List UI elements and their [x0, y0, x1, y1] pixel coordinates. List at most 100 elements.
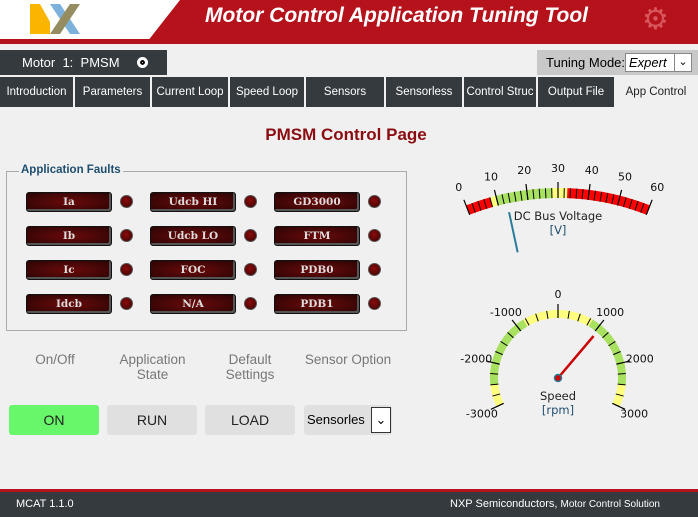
- tab-parameters[interactable]: Parameters: [75, 77, 152, 107]
- dc_gauge-major-tick: [493, 189, 499, 206]
- speed_gauge-title: Speed: [540, 389, 576, 403]
- speed_gauge-minor-tick: [507, 332, 514, 339]
- chevron-down-icon[interactable]: ⌄: [371, 407, 391, 433]
- page-title: PMSM Control Page: [265, 125, 427, 144]
- fault-button-udcb-hi[interactable]: Udcb HI: [150, 192, 236, 212]
- dc_gauge-unit: [V]: [550, 223, 567, 237]
- speed_gauge-tick-label: 2000: [626, 353, 654, 366]
- gears-icon: ⚙: [642, 3, 669, 36]
- fault-led-icon: [120, 229, 133, 242]
- dc_gauge-minor-tick: [483, 199, 488, 209]
- tab-output-file[interactable]: Output File: [538, 77, 616, 107]
- dc_gauge-major-tick: [587, 183, 591, 200]
- fault-button-ia[interactable]: Ia: [26, 192, 112, 212]
- tuning-mode-select[interactable]: Expert ⌄: [625, 53, 692, 72]
- speed-needle-pivot: [553, 373, 563, 383]
- sensor-option-select[interactable]: Sensorles ⌄: [304, 405, 392, 435]
- speed_gauge-band: [588, 319, 626, 385]
- faults-title: Application Faults: [19, 164, 123, 176]
- dc_gauge-minor-tick: [587, 189, 590, 200]
- fault-led-icon: [244, 229, 257, 242]
- run-button[interactable]: RUN: [107, 405, 197, 435]
- fault-button-gd3000[interactable]: GD3000: [274, 192, 360, 212]
- fault-button-foc[interactable]: FOC: [150, 260, 236, 280]
- dc_gauge-minor-tick: [477, 200, 482, 211]
- speed_gauge-minor-tick: [515, 324, 522, 332]
- speed_gauge-minor-tick: [594, 324, 601, 332]
- tab-sensors[interactable]: Sensors: [306, 77, 386, 107]
- dc_gauge-minor-tick: [628, 199, 633, 209]
- fault-button-ic[interactable]: Ic: [26, 260, 112, 280]
- dc_gauge-major-tick: [463, 199, 471, 215]
- tuning-mode: Tuning Mode: Expert ⌄: [537, 50, 698, 75]
- tab-current-loop[interactable]: Current Loop: [152, 77, 230, 107]
- speed_gauge-tick-label: 0: [555, 288, 562, 301]
- speed_gauge-major-tick: [594, 319, 605, 332]
- dc_gauge-minor-tick: [513, 191, 517, 202]
- speed_gauge-minor-tick: [616, 361, 625, 365]
- dc_gauge-tick-label: 60: [650, 181, 664, 194]
- tab-control-struc[interactable]: Control Struc: [464, 77, 538, 107]
- speed_gauge-minor-tick: [612, 402, 620, 408]
- speed_gauge-minor-tick: [495, 351, 503, 356]
- speed_gauge-major-tick: [485, 360, 500, 365]
- speed_gauge-major-tick: [511, 319, 522, 332]
- tab-introduction[interactable]: Introduction: [0, 77, 75, 107]
- fault-led-icon: [244, 297, 257, 310]
- chevron-down-icon[interactable]: ⌄: [674, 54, 691, 71]
- speed_gauge-tick-label: -2000: [460, 353, 492, 366]
- speed_gauge-tick-label: -1000: [490, 306, 522, 319]
- speed_gauge-band: [612, 383, 626, 407]
- motor-selector[interactable]: Motor 1: PMSM: [0, 50, 167, 75]
- dc_gauge-tick-label: 50: [618, 170, 632, 183]
- dc_gauge-minor-tick: [611, 194, 615, 205]
- dc_gauge-minor-tick: [465, 205, 471, 215]
- dc_gauge-minor-tick: [640, 202, 645, 213]
- dc_gauge-minor-tick: [599, 191, 603, 202]
- tab-speed-loop[interactable]: Speed Loop: [230, 77, 306, 107]
- tab-app-control[interactable]: App Control: [616, 77, 698, 107]
- motor-label: Motor 1: PMSM: [22, 55, 120, 70]
- fault-button-ib[interactable]: Ib: [26, 226, 112, 246]
- fault-button-pdb0[interactable]: PDB0: [274, 260, 360, 280]
- on-off-button[interactable]: ON: [9, 405, 99, 435]
- motor-status-icon[interactable]: [137, 57, 148, 68]
- load-button[interactable]: LOAD: [205, 405, 295, 435]
- speed_gauge-minor-tick: [567, 310, 570, 319]
- speed_gauge-tick-label: 1000: [596, 306, 624, 319]
- dc_gauge-minor-tick: [495, 195, 499, 206]
- sensor-option-label: Sensor Option: [304, 352, 392, 367]
- speed_gauge-minor-tick: [608, 341, 616, 347]
- dc_gauge-minor-tick: [593, 190, 597, 201]
- application-faults-panel: Application Faults Ia Udcb HI GD3000 Ib Udcb…: [6, 164, 407, 331]
- speed_gauge-band: [490, 319, 528, 385]
- dc_gauge-tick-label: 20: [517, 164, 531, 177]
- dc_gauge-band: [489, 195, 499, 208]
- fault-button-ftm[interactable]: FTM: [274, 226, 360, 246]
- fault-led-icon: [120, 297, 133, 310]
- speed_gauge-minor-tick: [491, 361, 500, 365]
- speed_gauge-minor-tick: [496, 402, 504, 408]
- footer: MCAT 1.1.0 NXP Semiconductors, Motor Con…: [0, 489, 698, 517]
- fault-led-icon: [120, 263, 133, 276]
- tab-sensorless[interactable]: Sensorless: [386, 77, 464, 107]
- dc_gauge-minor-tick: [532, 189, 535, 200]
- fault-led-icon: [244, 195, 257, 208]
- fault-button-idcb[interactable]: Idcb: [26, 294, 112, 314]
- dc_gauge-major-tick: [617, 189, 623, 206]
- speed_gauge-minor-tick: [490, 373, 499, 375]
- fault-button-pdb1[interactable]: PDB1: [274, 294, 360, 314]
- app-state-label: Application State: [119, 352, 186, 382]
- dc_gauge-minor-tick: [575, 188, 578, 199]
- fault-led-icon: [368, 229, 381, 242]
- dc_gauge-band: [495, 188, 553, 206]
- speed_gauge-unit: [rpm]: [542, 403, 574, 417]
- dc_gauge-minor-tick: [622, 197, 627, 208]
- speed_gauge-tick-label: -3000: [466, 407, 498, 420]
- dc_gauge-minor-tick: [526, 189, 529, 200]
- speed_gauge-minor-tick: [586, 318, 592, 326]
- fault-button-n-a[interactable]: N/A: [150, 294, 236, 314]
- version: MCAT 1.1.0: [16, 498, 74, 510]
- fault-button-udcb-lo[interactable]: Udcb LO: [150, 226, 236, 246]
- speed-needle: [557, 335, 595, 379]
